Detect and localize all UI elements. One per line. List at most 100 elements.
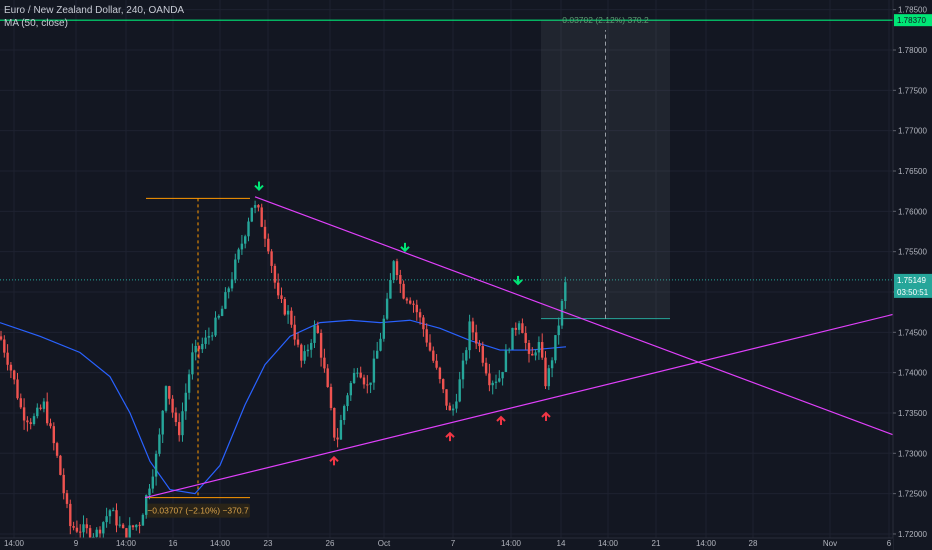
down-arrow-icon-head <box>400 246 410 253</box>
candle-body <box>300 344 303 361</box>
candle-body <box>521 323 524 334</box>
current-price-tag <box>894 273 932 298</box>
candle-body <box>352 372 356 384</box>
candle-body <box>19 398 22 408</box>
candle-body <box>72 526 75 528</box>
candle-body <box>504 350 508 372</box>
candle-body <box>534 352 537 356</box>
candle-body <box>230 279 234 289</box>
down-arrow-icon-head <box>513 279 523 286</box>
candle-body <box>524 333 527 343</box>
candle-body <box>475 332 478 344</box>
candle-body <box>557 325 560 336</box>
time-tick-label: 21 <box>652 539 661 548</box>
candle-body <box>145 495 148 515</box>
time-tick-label: 6 <box>887 539 892 548</box>
candle-body <box>237 249 240 260</box>
candle-body <box>359 372 362 378</box>
time-tick-label: 14:00 <box>116 539 137 548</box>
time-tick-label: 14:00 <box>696 539 717 548</box>
target-price-tag <box>894 14 932 27</box>
candle-body <box>458 379 461 402</box>
candle-body <box>488 373 491 386</box>
candle-body <box>369 382 372 385</box>
candle-body <box>290 310 293 325</box>
drawing-overlays: 0.03702 (2.12%) 370.2 −0.03707 (−2.10%) −… <box>0 15 893 518</box>
candle-body <box>537 342 541 353</box>
candle-body <box>511 327 514 350</box>
price-tick-label: 1.76500 <box>898 167 927 176</box>
candle-body <box>32 416 36 425</box>
candle-body <box>174 412 178 423</box>
candle-body <box>95 529 98 537</box>
candle-body <box>346 395 349 407</box>
candle-body <box>69 503 72 527</box>
candle-body <box>234 259 237 280</box>
down-arrow-icon <box>513 275 523 286</box>
candle-body <box>6 352 9 365</box>
candle-body <box>389 279 392 299</box>
candle-body <box>399 275 402 284</box>
moving-average-layer <box>0 319 567 495</box>
candle-body <box>39 407 42 409</box>
candle-body <box>531 353 534 356</box>
candle-body <box>508 349 511 351</box>
candle-body <box>125 528 128 538</box>
candle-body <box>306 349 310 352</box>
candle-body <box>214 317 217 336</box>
candle-body <box>455 401 458 409</box>
candle-body <box>181 411 184 436</box>
down-arrow-icon-head <box>254 184 264 191</box>
candle-body <box>349 383 352 396</box>
candle-body <box>372 358 376 383</box>
candle-body <box>267 238 270 252</box>
projection-label: 0.03702 (2.12%) 370.2 <box>562 15 649 25</box>
candle-body <box>263 226 267 239</box>
candle-body <box>55 443 59 456</box>
candle-body <box>270 251 273 266</box>
trendline-support <box>144 304 932 499</box>
candle-body <box>115 510 118 526</box>
candle-body <box>52 426 55 444</box>
time-tick-label: 28 <box>749 539 758 548</box>
candle-body <box>451 408 455 411</box>
price-tick-label: 1.75500 <box>898 248 927 257</box>
target-price-label: 1.78370 <box>897 16 926 25</box>
price-tick-label: 1.77500 <box>898 86 927 95</box>
candle-body <box>442 379 445 390</box>
time-tick-label: 9 <box>74 539 79 548</box>
candle-body <box>491 382 494 386</box>
price-tick-label: 1.73500 <box>898 409 927 418</box>
candle-body <box>46 401 49 424</box>
candle-body <box>112 510 115 512</box>
price-tick-label: 1.72500 <box>898 490 927 499</box>
candle-body <box>283 299 286 315</box>
candle-body <box>415 304 418 313</box>
candle-body <box>244 236 247 244</box>
price-tick-label: 1.73000 <box>898 449 927 458</box>
candle-body <box>356 372 359 374</box>
candle-body <box>158 434 161 454</box>
time-axis-bg <box>0 538 893 550</box>
up-arrow-icon-head <box>496 415 506 422</box>
candle-body <box>422 317 425 330</box>
candle-body <box>85 524 88 529</box>
candle-body <box>550 360 554 369</box>
candle-body <box>409 300 412 304</box>
chart-legend: Euro / New Zealand Dollar, 240, OANDA MA… <box>4 4 184 30</box>
candle-body <box>286 310 290 315</box>
up-arrow-icon <box>329 455 339 466</box>
candle-body <box>16 379 19 399</box>
candle-body <box>151 476 154 489</box>
candle-body <box>560 300 564 326</box>
candle-body <box>293 324 296 340</box>
candle-body <box>201 343 204 350</box>
candle-body <box>247 221 250 237</box>
candle-body <box>484 362 488 374</box>
candle-body <box>323 357 326 369</box>
candle-body <box>138 524 141 526</box>
time-tick-label: 23 <box>264 539 273 548</box>
time-tick-label: 26 <box>326 539 335 548</box>
candle-body <box>326 368 329 387</box>
